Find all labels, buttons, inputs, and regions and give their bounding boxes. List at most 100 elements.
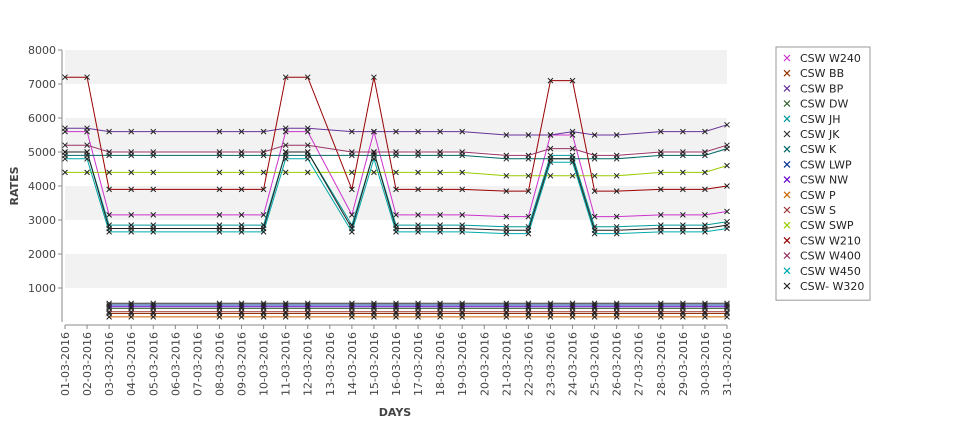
x-tick-label: 07-03-2016 [191,332,204,396]
data-point [260,303,267,310]
data-point [702,314,708,320]
data-point [282,125,289,132]
data-point [128,128,135,135]
data-point [680,169,686,176]
data-point [106,303,112,310]
series-15 [62,149,730,234]
data-point [657,149,664,155]
data-point [680,128,686,135]
data-point [349,212,355,218]
series-line [65,157,728,235]
data-point [282,308,289,315]
data-point [724,308,730,315]
series-line [65,150,728,228]
data-point [547,77,554,84]
x-tick-label: 30-03-2016 [699,332,712,396]
data-point [128,308,135,315]
y-tick-label: 1000 [28,282,56,295]
x-tick-label: 06-03-2016 [169,332,182,396]
data-point [393,308,399,315]
data-point [525,152,532,159]
data-point [150,314,157,320]
legend-marker [783,176,791,184]
x-tick-label: 19-03-2016 [456,332,469,396]
legend-label: CSW BP [800,82,844,95]
data-point [393,186,399,193]
x-tick-label: 17-03-2016 [412,332,425,396]
data-point [613,314,620,320]
data-point [657,314,664,320]
data-point [216,225,223,232]
data-point [702,308,708,315]
data-point [702,225,708,232]
data-point [349,308,355,315]
y-tick-label: 8000 [28,44,56,57]
data-point [459,149,466,155]
data-point [680,212,686,218]
series-line [65,144,728,156]
legend-marker [783,145,791,153]
series-layer [62,74,730,320]
data-point [128,149,135,155]
data-point [150,303,157,310]
data-point [238,225,245,232]
data-point [304,74,311,81]
data-point [415,186,421,193]
x-tick-label: 11-03-2016 [280,332,293,396]
data-point [393,303,399,310]
data-point [62,169,68,176]
data-point [371,308,377,315]
data-point [503,132,510,138]
data-point [591,188,598,194]
data-point [613,152,620,159]
legend-label: CSW W400 [800,250,861,263]
x-tick-label: 09-03-2016 [236,332,249,396]
legend-label: CSW K [800,143,837,156]
x-tick-label: 18-03-2016 [434,332,447,396]
data-point [591,172,598,179]
series-12 [62,74,730,194]
x-tick-label: 12-03-2016 [302,332,315,396]
data-point [84,149,90,155]
data-point [282,169,289,176]
x-tick-label: 15-03-2016 [368,332,381,396]
data-point [724,314,730,320]
data-point [150,225,157,232]
data-point [260,186,267,193]
data-point [150,308,157,315]
data-point [613,132,620,138]
data-point [459,186,466,193]
legend-label: CSW LWP [800,158,852,171]
data-point [613,227,620,234]
legend-label: CSW BB [800,67,844,80]
series-10 [106,308,730,315]
data-point [84,74,90,81]
data-point [591,303,598,310]
data-point [371,149,377,155]
data-point [349,149,355,155]
x-axis-title: DAYS [379,406,412,419]
data-point [525,213,532,220]
x-tick-label: 08-03-2016 [213,332,226,396]
data-point [724,121,730,128]
data-point [415,149,421,155]
x-tick-label: 24-03-2016 [567,332,580,396]
y-tick-label: 3000 [28,214,56,227]
data-point [216,212,223,218]
data-point [613,172,620,179]
series-line [65,129,728,218]
legend-marker [783,282,791,290]
legend-label: CSW- W320 [800,280,864,293]
data-point [128,186,135,193]
data-point [657,186,664,193]
x-tick-label: 25-03-2016 [589,332,602,396]
data-point [613,213,620,220]
data-point [459,212,466,218]
data-point [216,128,223,135]
data-point [547,303,554,310]
data-point [569,303,576,310]
x-tick-label: 05-03-2016 [147,332,160,396]
data-point [415,308,421,315]
legend-label: CSW JK [800,128,840,141]
